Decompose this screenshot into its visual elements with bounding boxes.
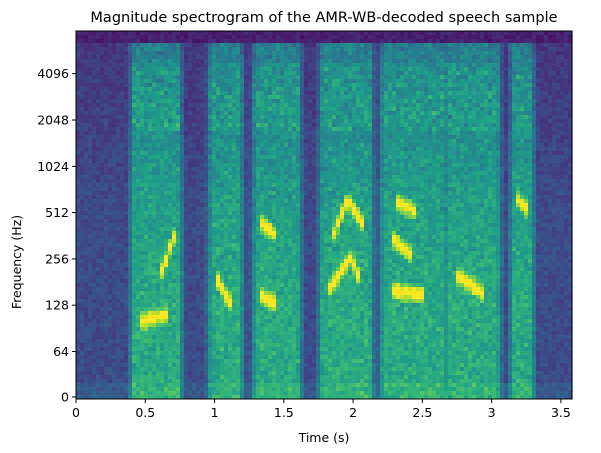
- x-tick-label: 0: [72, 405, 80, 420]
- spectrogram-heatmap: [76, 31, 573, 400]
- x-tick-label: 3: [488, 405, 496, 420]
- x-axis-label: Time (s): [298, 430, 350, 445]
- y-tick-label: 256: [45, 251, 69, 266]
- y-tick-label: 0: [61, 390, 69, 405]
- y-axis-label: Frequency (Hz): [9, 215, 24, 309]
- x-tick-label: 1.5: [274, 405, 294, 420]
- y-tick-label: 128: [45, 298, 69, 313]
- y-axis: 0 64 128 256 512 1024 2048 4096: [37, 66, 76, 405]
- x-tick-label: 1: [211, 405, 219, 420]
- x-tick-label: 0.5: [135, 405, 155, 420]
- x-tick-label: 3.5: [551, 405, 571, 420]
- x-axis: 0 0.5 1 1.5 2 2.5 3 3.5: [72, 399, 571, 420]
- y-tick-label: 4096: [37, 66, 69, 81]
- x-tick-label: 2: [349, 405, 357, 420]
- y-tick-label: 2048: [37, 113, 69, 128]
- x-tick-label: 2.5: [412, 405, 432, 420]
- y-tick-label: 64: [53, 344, 69, 359]
- plot-frame: [75, 30, 573, 400]
- y-tick-label: 512: [45, 205, 69, 220]
- y-tick-label: 1024: [37, 159, 69, 174]
- chart-title: Magnitude spectrogram of the AMR-WB-deco…: [90, 10, 557, 26]
